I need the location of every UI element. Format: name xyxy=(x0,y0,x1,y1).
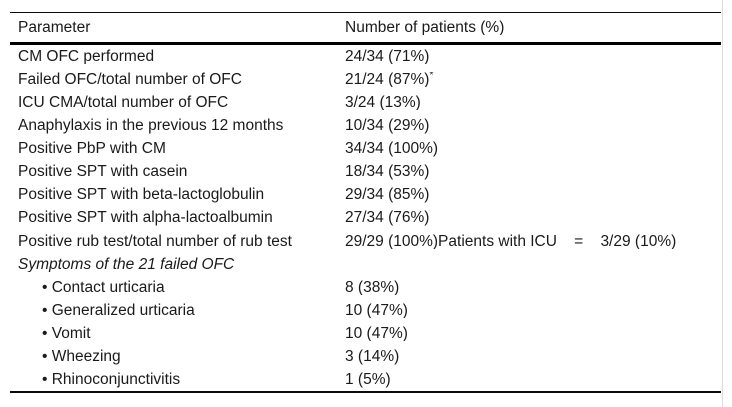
parameter-cell: Positive PbP with CM xyxy=(18,141,166,157)
value-text: 34/34 (100%) xyxy=(345,141,439,157)
parameter-cell: Failed OFC/total number of OFC xyxy=(18,71,242,88)
value-cell: 18/34 (53%) xyxy=(345,164,721,180)
parameter-cell: • Rhinoconjunctivitis xyxy=(42,372,181,388)
value-text: 27/34 (76%) xyxy=(345,210,430,226)
parameter-cell: • Contact urticaria xyxy=(42,279,165,296)
value-cell: 34/34 (100%) xyxy=(345,141,721,157)
table-row: ICU CMA/total number of OFC 3/24 (13%) xyxy=(10,91,721,114)
value-cell: 10/34 (29%) xyxy=(345,118,721,134)
column-header-number-of-patients: Number of patients (%) xyxy=(345,19,505,36)
table-row: CM OFC performed 24/34 (71%) xyxy=(10,45,721,68)
value-text: 10 (47%) xyxy=(345,325,408,342)
value-cell: 21/24 (87%)* xyxy=(345,72,721,88)
value-text: 24/34 (71%) xyxy=(345,48,430,65)
table-row: Positive SPT with beta-lactoglobulin 29/… xyxy=(10,184,721,207)
parameter-cell: • Vomit xyxy=(42,325,91,342)
value-text: 18/34 (53%) xyxy=(345,164,430,180)
section-label: Symptoms of the 21 failed OFC xyxy=(18,256,235,273)
parameter-cell: CM OFC performed xyxy=(18,48,155,65)
value-text: 3/24 (13%) xyxy=(345,94,421,111)
parameter-cell: Positive SPT with beta-lactoglobulin xyxy=(18,187,265,203)
parameter-cell: • Generalized urticaria xyxy=(42,302,195,319)
table-row-bullet: • Generalized urticaria 10 (47%) xyxy=(10,299,721,322)
table-row: Positive rub test/total number of rub te… xyxy=(10,230,721,253)
page-edge-line xyxy=(722,0,723,407)
table-row-bullet: • Wheezing 3 (14%) xyxy=(10,345,721,368)
table-row: Positive PbP with CM 34/34 (100%) xyxy=(10,137,721,160)
value-cell: 10 (47%) xyxy=(345,326,721,342)
table-body: CM OFC performed 24/34 (71%) Failed OFC/… xyxy=(10,45,721,391)
value-text: 29/34 (85%) xyxy=(345,187,430,203)
table-row-bullet: • Contact urticaria 8 (38%) xyxy=(10,276,721,299)
patients-table: Parameter Number of patients (%) CM OFC … xyxy=(10,12,721,394)
table-row: Anaphylaxis in the previous 12 months 10… xyxy=(10,114,721,137)
column-header-parameter: Parameter xyxy=(18,19,91,36)
value-text: 10 (47%) xyxy=(345,302,408,319)
parameter-cell: Positive SPT with casein xyxy=(18,164,188,180)
value-text: 8 (38%) xyxy=(345,279,400,296)
table-row: Positive SPT with alpha-lactoalbumin 27/… xyxy=(10,207,721,230)
value-text: 1 (5%) xyxy=(345,372,391,388)
value-cell: 27/34 (76%) xyxy=(345,210,721,226)
table-row: Failed OFC/total number of OFC 21/24 (87… xyxy=(10,68,721,91)
value-cell: 8 (38%) xyxy=(345,280,721,296)
value-cell: 29/34 (85%) xyxy=(345,187,721,203)
parameter-cell: Positive rub test/total number of rub te… xyxy=(18,233,292,250)
value-text: 10/34 (29%) xyxy=(345,118,430,134)
value-text: 3 (14%) xyxy=(345,349,400,365)
value-text: 21/24 (87%) xyxy=(345,71,430,88)
footnote-asterisk: * xyxy=(429,71,434,81)
parameter-cell: • Wheezing xyxy=(42,349,121,365)
parameter-cell: ICU CMA/total number of OFC xyxy=(18,94,229,111)
value-cell: 3/24 (13%) xyxy=(345,95,721,111)
value-cell: 1 (5%) xyxy=(345,372,721,388)
table-row-section: Symptoms of the 21 failed OFC xyxy=(10,253,721,276)
value-cell: 3 (14%) xyxy=(345,349,721,365)
table-header-row: Parameter Number of patients (%) xyxy=(10,13,721,45)
value-cell: 29/29 (100%)Patients with ICU = 3/29 (10… xyxy=(345,234,721,250)
value-cell: 10 (47%) xyxy=(345,303,721,319)
value-cell: 24/34 (71%) xyxy=(345,49,721,65)
value-text: 29/29 (100%)Patients with ICU = 3/29 (10… xyxy=(345,233,677,250)
table-row-bullet: • Vomit 10 (47%) xyxy=(10,322,721,345)
table-row: Positive SPT with casein 18/34 (53%) xyxy=(10,160,721,183)
parameter-cell: Anaphylaxis in the previous 12 months xyxy=(18,118,284,134)
table-row-bullet: • Rhinoconjunctivitis 1 (5%) xyxy=(10,368,721,391)
parameter-cell: Positive SPT with alpha-lactoalbumin xyxy=(18,210,273,226)
